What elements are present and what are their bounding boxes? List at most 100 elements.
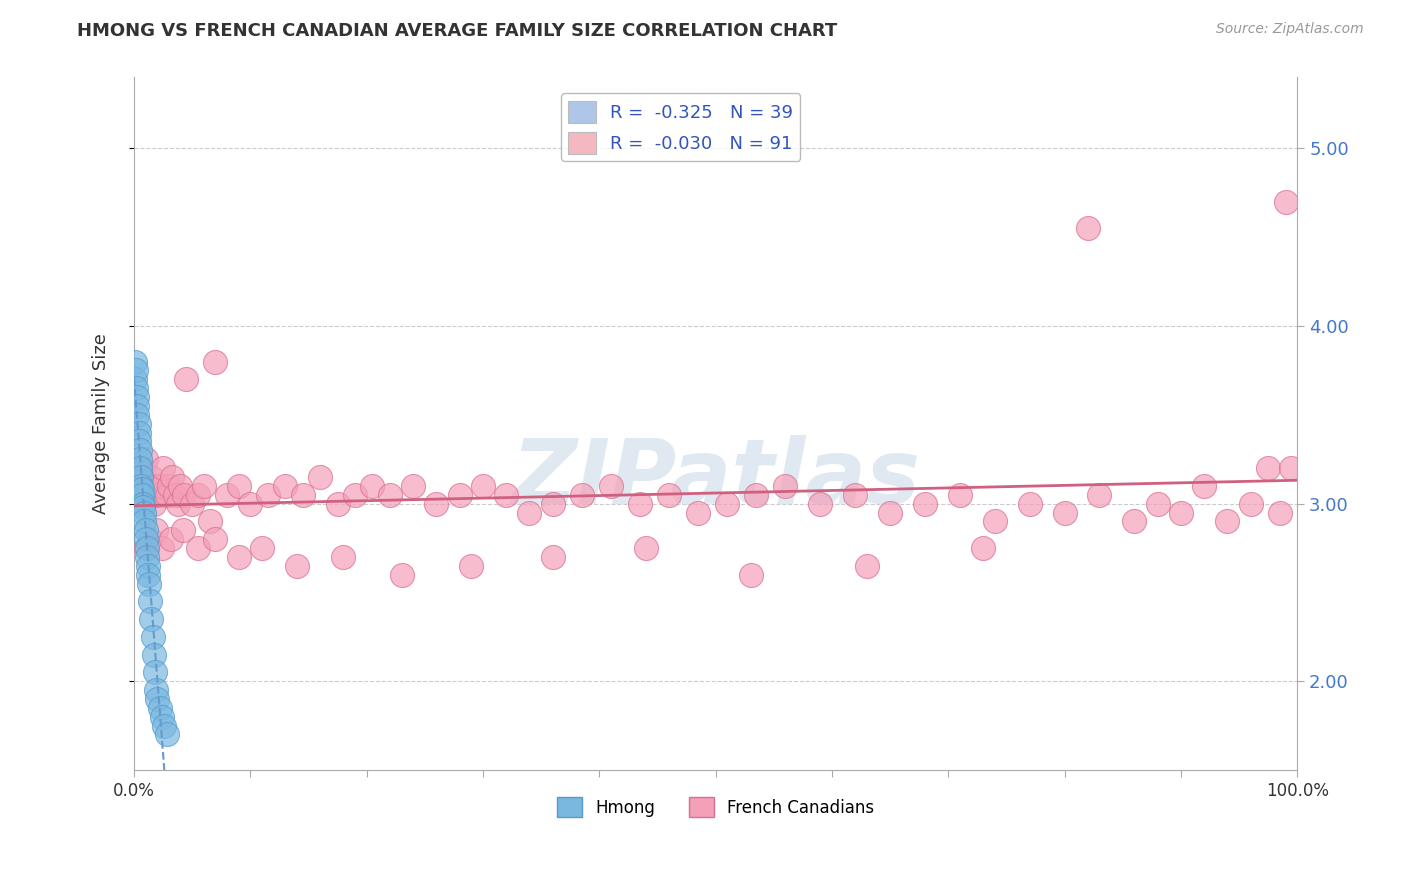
Point (228, 549, 250, 564)
Point (239, 497, 262, 511)
Point (162, 470, 184, 484)
Point (228, 479, 250, 493)
Point (142, 648, 165, 662)
Point (378, 488, 401, 502)
Point (541, 497, 564, 511)
Point (949, 488, 972, 502)
Point (136, 567, 159, 582)
Point (460, 558, 482, 573)
Point (139, 532, 162, 546)
Point (150, 710, 173, 724)
Point (1077, 221, 1099, 235)
Point (274, 479, 297, 493)
Point (215, 488, 238, 502)
Point (449, 488, 471, 502)
Point (142, 497, 165, 511)
Point (1257, 461, 1279, 475)
Point (984, 515, 1007, 529)
Point (688, 506, 710, 520)
Point (135, 541, 157, 555)
Point (135, 452, 157, 467)
Point (135, 532, 157, 546)
Point (131, 483, 153, 497)
Point (127, 408, 149, 422)
Point (775, 479, 797, 493)
Point (127, 390, 149, 404)
Legend: Hmong, French Canadians: Hmong, French Canadians (550, 790, 880, 824)
Point (291, 488, 314, 502)
Point (204, 532, 226, 546)
Point (125, 363, 148, 377)
Point (332, 549, 354, 564)
Point (160, 532, 183, 546)
Point (131, 488, 153, 502)
Point (125, 381, 148, 395)
Point (187, 488, 209, 502)
Point (163, 488, 186, 502)
Point (1268, 506, 1291, 520)
Point (285, 558, 308, 573)
Point (628, 497, 651, 511)
Point (658, 488, 681, 502)
Point (256, 488, 278, 502)
Point (127, 470, 149, 484)
Point (1216, 515, 1239, 529)
Point (146, 692, 169, 706)
Point (155, 488, 177, 502)
Point (124, 372, 146, 386)
Point (309, 470, 332, 484)
Point (124, 354, 146, 368)
Text: Source: ZipAtlas.com: Source: ZipAtlas.com (1216, 22, 1364, 37)
Point (134, 506, 156, 520)
Point (157, 479, 180, 493)
Y-axis label: Average Family Size: Average Family Size (93, 334, 110, 514)
Point (142, 630, 165, 644)
Point (135, 523, 157, 537)
Point (129, 470, 152, 484)
Point (571, 488, 593, 502)
Point (155, 727, 177, 741)
Point (136, 479, 159, 493)
Point (187, 541, 209, 555)
Point (519, 506, 541, 520)
Point (495, 488, 517, 502)
Point (391, 567, 413, 582)
Point (250, 541, 273, 555)
Point (135, 549, 157, 564)
Point (204, 354, 226, 368)
Point (844, 488, 866, 502)
Point (1088, 488, 1111, 502)
Point (143, 665, 166, 680)
Point (148, 479, 170, 493)
Point (541, 549, 564, 564)
Text: ZIPatlas: ZIPatlas (512, 435, 920, 523)
Point (134, 515, 156, 529)
Point (1018, 497, 1040, 511)
Point (634, 541, 657, 555)
Point (146, 488, 169, 502)
Point (361, 479, 384, 493)
Point (153, 718, 176, 732)
Point (172, 523, 194, 537)
Point (128, 452, 150, 467)
Point (148, 701, 170, 715)
Point (599, 479, 621, 493)
Point (129, 479, 152, 493)
Point (745, 488, 768, 502)
Point (134, 488, 156, 502)
Point (1192, 479, 1215, 493)
Point (152, 461, 174, 475)
Point (471, 479, 494, 493)
Point (136, 558, 159, 573)
Point (128, 434, 150, 449)
Point (128, 425, 150, 440)
Point (716, 497, 738, 511)
Point (128, 443, 150, 458)
Point (856, 558, 879, 573)
Point (1274, 194, 1296, 209)
Point (343, 488, 366, 502)
Point (879, 506, 901, 520)
Text: HMONG VS FRENCH CANADIAN AVERAGE FAMILY SIZE CORRELATION CHART: HMONG VS FRENCH CANADIAN AVERAGE FAMILY … (77, 22, 838, 40)
Point (808, 497, 831, 511)
Point (138, 576, 160, 591)
